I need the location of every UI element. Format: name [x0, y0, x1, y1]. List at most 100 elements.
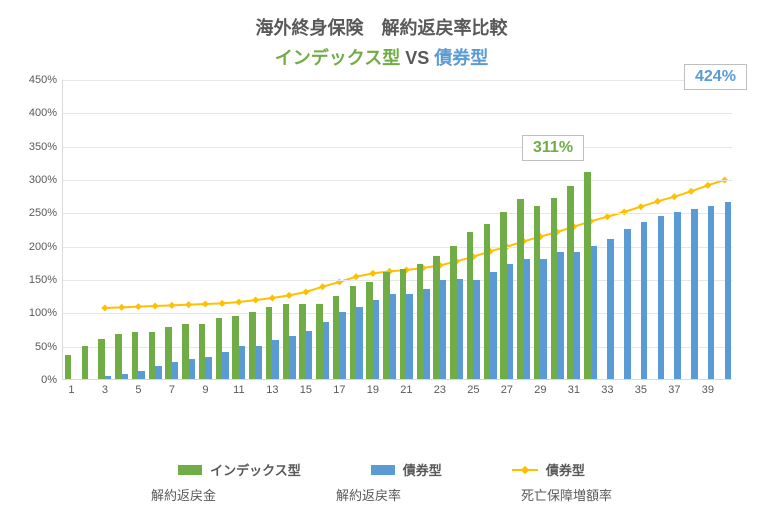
x-axis-label: 15 [300, 384, 312, 396]
line-marker [688, 188, 695, 195]
x-axis-label: 19 [367, 384, 379, 396]
line-marker [319, 283, 326, 290]
x-axis-label: 1 [68, 384, 74, 396]
bar-bond-type [373, 300, 380, 379]
legend-subitem: 解約返戻率 [336, 485, 401, 504]
legend-row-1: インデックス型 債券型 債券型 [0, 460, 763, 479]
bar-index-type [132, 332, 139, 379]
line-marker [654, 198, 661, 205]
bar-index-type [232, 316, 239, 379]
x-axis-label: 27 [501, 384, 513, 396]
title-line-1: 海外終身保険 解約返戻率比較 [0, 14, 763, 40]
bar-bond-type [591, 246, 598, 379]
line-marker [369, 270, 376, 277]
bar-index-type [417, 264, 424, 379]
line-marker [252, 296, 259, 303]
line-marker [704, 182, 711, 189]
bar-index-type [82, 346, 89, 379]
bar-bond-type [725, 202, 732, 379]
bar-index-type [149, 332, 156, 379]
y-axis-label: 350% [15, 141, 57, 153]
bar-bond-type [574, 252, 581, 379]
bar-bond-type [457, 279, 464, 379]
bar-index-type [450, 246, 457, 379]
x-axis-label: 35 [635, 384, 647, 396]
bar-index-type [115, 334, 122, 379]
line-marker [219, 300, 226, 307]
line-marker [235, 298, 242, 305]
legend-swatch-bar [371, 465, 395, 475]
title-bond-type: 債券型 [434, 48, 488, 68]
legend-swatch-line [512, 469, 538, 471]
bar-bond-type [507, 264, 514, 379]
bar-bond-type [256, 346, 263, 379]
bar-bond-type [356, 307, 363, 379]
x-axis-label: 17 [333, 384, 345, 396]
bar-index-type [316, 304, 323, 379]
bar-index-type [283, 304, 290, 379]
bar-index-type [199, 324, 206, 379]
gridline [63, 113, 732, 114]
chart-container: 海外終身保険 解約返戻率比較 インデックス型 VS 債券型 0%50%100%1… [0, 0, 763, 514]
bar-index-type [433, 256, 440, 379]
line-marker [637, 203, 644, 210]
legend-swatch-bar [178, 465, 202, 475]
chart-plot-area: 0%50%100%150%200%250%300%350%400%450%135… [62, 80, 732, 410]
y-axis-label: 100% [15, 307, 57, 319]
bar-bond-type [205, 357, 212, 379]
bar-bond-type [323, 322, 330, 379]
bar-index-type [500, 212, 507, 379]
bar-index-type [299, 304, 306, 379]
y-axis-label: 300% [15, 174, 57, 186]
bar-index-type [333, 296, 340, 379]
bar-bond-type [122, 374, 129, 379]
bar-index-type [467, 232, 474, 379]
legend-item: 債券型 [512, 460, 585, 479]
gridline [63, 247, 732, 248]
bar-bond-type [339, 312, 346, 379]
bar-bond-type [708, 206, 715, 379]
legend-sublabel: 死亡保障増額率 [521, 485, 612, 504]
plot: 0%50%100%150%200%250%300%350%400%450%135… [62, 80, 732, 380]
bar-index-type [98, 339, 105, 379]
gridline [63, 347, 732, 348]
bar-index-type [249, 312, 256, 379]
bar-bond-type [105, 376, 112, 379]
bar-index-type [567, 186, 574, 379]
bar-index-type [484, 224, 491, 379]
line-marker [185, 301, 192, 308]
bar-index-type [400, 269, 407, 379]
x-axis-label: 13 [266, 384, 278, 396]
y-axis-label: 50% [15, 341, 57, 353]
bar-bond-type [524, 259, 531, 379]
x-axis-label: 3 [102, 384, 108, 396]
callout-green: 311% [522, 135, 584, 161]
bar-bond-type [624, 229, 631, 379]
legend: インデックス型債券型債券型 解約返戻金解約返戻率死亡保障増額率 [0, 460, 763, 504]
bar-bond-type [641, 222, 648, 379]
line-marker [118, 304, 125, 311]
x-axis-label: 39 [702, 384, 714, 396]
y-axis-label: 200% [15, 241, 57, 253]
gridline [63, 213, 732, 214]
bar-bond-type [222, 352, 229, 379]
title-index-type: インデックス型 [275, 48, 400, 68]
bar-bond-type [423, 289, 430, 379]
x-axis-label: 7 [169, 384, 175, 396]
bar-bond-type [607, 239, 614, 379]
legend-label: 債券型 [546, 460, 585, 479]
legend-label: インデックス型 [210, 460, 301, 479]
line-marker [302, 288, 309, 295]
line-marker [168, 302, 175, 309]
x-axis-label: 23 [434, 384, 446, 396]
x-axis-label: 9 [202, 384, 208, 396]
bar-index-type [266, 307, 273, 379]
y-axis-label: 400% [15, 107, 57, 119]
bar-bond-type [189, 359, 196, 379]
bar-bond-type [557, 252, 564, 379]
bar-bond-type [674, 212, 681, 379]
legend-label: 債券型 [403, 460, 442, 479]
bar-index-type [534, 206, 541, 379]
chart-titles: 海外終身保険 解約返戻率比較 インデックス型 VS 債券型 [0, 0, 763, 70]
line-marker [621, 208, 628, 215]
